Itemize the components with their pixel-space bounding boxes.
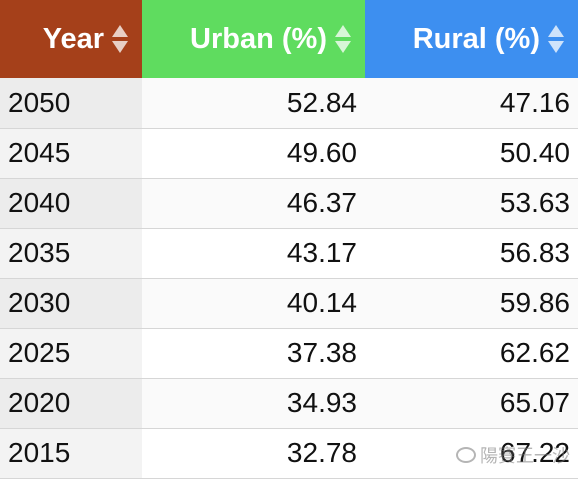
header-rural[interactable]: Rural (%) xyxy=(365,0,578,78)
urban-cell: 32.78 xyxy=(142,428,365,479)
year-cell: 2045 xyxy=(0,128,142,179)
header-urban[interactable]: Urban (%) xyxy=(142,0,365,78)
urban-cell: 52.84 xyxy=(142,78,365,129)
table-row: 2015 32.78 67.22 xyxy=(0,428,578,479)
header-year[interactable]: Year xyxy=(0,0,142,78)
year-cell: 2025 xyxy=(0,328,142,379)
year-cell: 2030 xyxy=(0,278,142,329)
header-year-label: Year xyxy=(42,22,104,55)
rural-cell: 59.86 xyxy=(365,278,578,329)
urban-cell: 49.60 xyxy=(142,128,365,179)
rural-cell: 67.22 xyxy=(365,428,578,479)
urban-cell: 34.93 xyxy=(142,378,365,429)
year-cell: 2015 xyxy=(0,428,142,479)
urban-cell: 40.14 xyxy=(142,278,365,329)
year-cell: 2050 xyxy=(0,78,142,129)
rural-cell: 56.83 xyxy=(365,228,578,279)
table-row: 2045 49.60 50.40 xyxy=(0,128,578,179)
urban-cell: 37.38 xyxy=(142,328,365,379)
header-urban-label: Urban (%) xyxy=(190,22,327,55)
table-row: 2020 34.93 65.07 xyxy=(0,378,578,429)
sort-arrows-icon[interactable] xyxy=(112,24,128,54)
rural-cell: 62.62 xyxy=(365,328,578,379)
sort-arrows-icon[interactable] xyxy=(335,24,351,54)
year-cell: 2020 xyxy=(0,378,142,429)
table-row: 2040 46.37 53.63 xyxy=(0,178,578,229)
rural-cell: 53.63 xyxy=(365,178,578,229)
rural-cell: 50.40 xyxy=(365,128,578,179)
year-cell: 2040 xyxy=(0,178,142,229)
year-cell: 2035 xyxy=(0,228,142,279)
rural-cell: 65.07 xyxy=(365,378,578,429)
rural-cell: 47.16 xyxy=(365,78,578,129)
header-rural-label: Rural (%) xyxy=(412,22,540,55)
urban-cell: 46.37 xyxy=(142,178,365,229)
table-row: 2025 37.38 62.62 xyxy=(0,328,578,379)
table-row: 2035 43.17 56.83 xyxy=(0,228,578,279)
header-row: Year Urban (%) Rural (%) xyxy=(0,0,578,78)
table-row: 2030 40.14 59.86 xyxy=(0,278,578,329)
urban-cell: 43.17 xyxy=(142,228,365,279)
table-row: 2050 52.84 47.16 xyxy=(0,78,578,129)
sort-arrows-icon[interactable] xyxy=(548,24,564,54)
